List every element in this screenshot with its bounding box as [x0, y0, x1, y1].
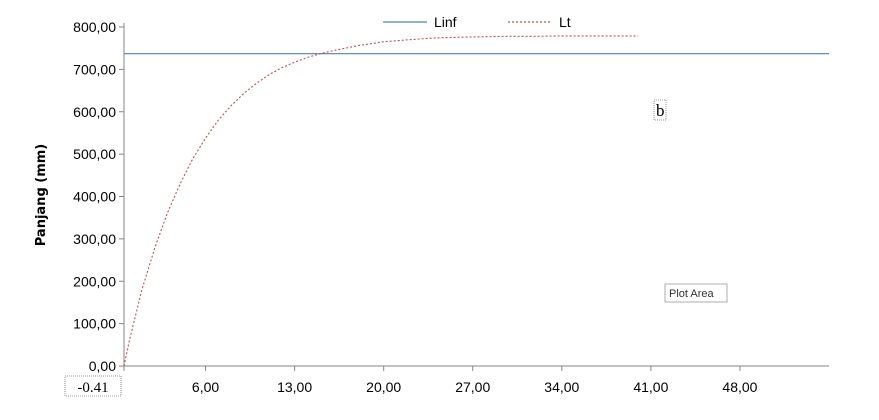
x-tick-label: 20,00	[366, 379, 401, 395]
y-tick-label: 800,00	[73, 19, 116, 35]
y-tick-label: 200,00	[73, 273, 116, 289]
legend-label-linf: Linf	[434, 14, 457, 30]
plot-area-tooltip: Plot Area	[664, 283, 728, 303]
y-tick-label: 700,00	[73, 61, 116, 77]
legend-label-lt: Lt	[559, 14, 571, 30]
x-tick-label: 13,00	[277, 379, 312, 395]
y-tick-label: 500,00	[73, 146, 116, 162]
annotation-b-text: b	[656, 101, 665, 120]
x-tick-label: -0.41	[77, 380, 108, 396]
y-tick-label: 600,00	[73, 104, 116, 120]
series-line-lt	[123, 35, 639, 367]
y-tick-label: 100,00	[73, 316, 116, 332]
x-tick-label: 6,00	[192, 379, 219, 395]
x-origin-label-box	[64, 375, 122, 397]
y-axis: 0,00 100,00 200,00 300,00 400,00 500,00 600,00…	[73, 19, 125, 374]
annotation-b: b	[653, 99, 667, 121]
y-tick-label: 0,00	[89, 358, 116, 374]
x-tick-label: 27,00	[455, 379, 490, 395]
x-tick-label: 41,00	[633, 379, 668, 395]
series-layer	[123, 35, 829, 367]
plot-area-tooltip-text: Plot Area	[669, 288, 715, 300]
y-tick-label: 400,00	[73, 189, 116, 205]
x-tick-label: 34,00	[544, 379, 579, 395]
x-axis: -0.41 6,00 13,00 20,00 27,00 34,00 41,00 48,00	[64, 365, 829, 397]
y-axis-label: Panjang (mm)	[34, 144, 49, 247]
x-tick-label: 48,00	[722, 379, 757, 395]
y-tick-label: 300,00	[73, 231, 116, 247]
legend: Linf Lt	[383, 14, 571, 30]
